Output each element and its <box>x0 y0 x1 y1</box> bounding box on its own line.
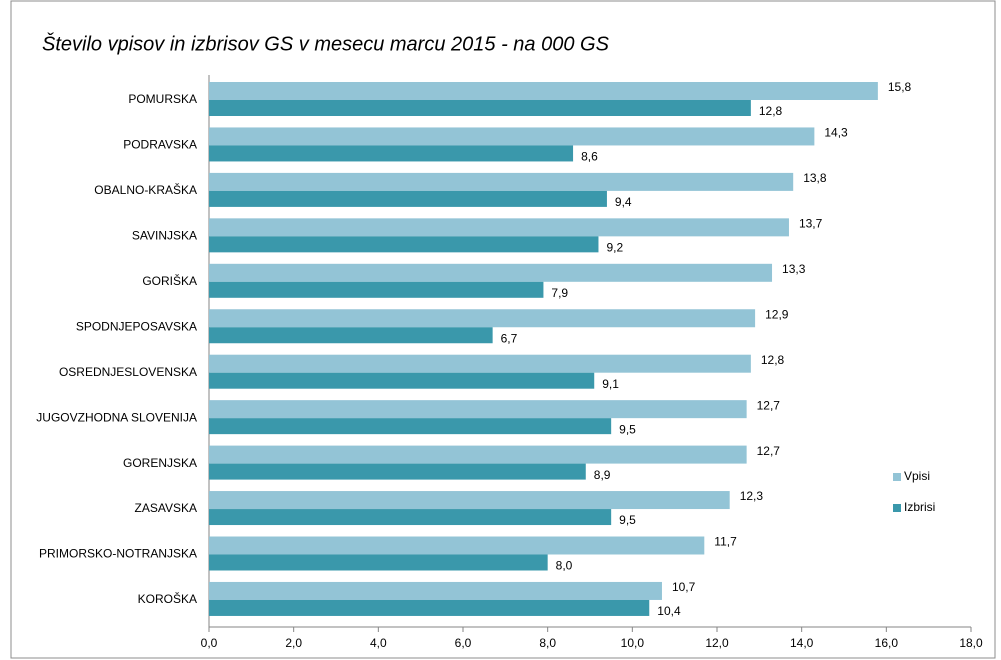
bar <box>209 491 730 510</box>
bar <box>209 145 574 162</box>
category-label: JUGOVZHODNA SLOVENIJA <box>36 410 197 424</box>
bar <box>209 327 493 344</box>
bar <box>209 554 548 571</box>
category-label: PRIMORSKO-NOTRANJSKA <box>39 547 197 561</box>
bar <box>209 354 751 373</box>
bar <box>209 190 607 207</box>
bar <box>209 599 650 616</box>
category-label: PODRAVSKA <box>123 138 197 152</box>
category-label: OBALNO-KRAŠKA <box>94 182 197 197</box>
chart-title: Število vpisov in izbrisov GS v mesecu m… <box>42 32 610 55</box>
bar <box>209 509 612 526</box>
data-label: 13,3 <box>782 262 806 276</box>
x-tick-label: 0,0 <box>201 636 218 650</box>
x-tick-label: 8,0 <box>539 636 556 650</box>
category-label: GORIŠKA <box>142 273 197 288</box>
x-tick-label: 16,0 <box>875 636 899 650</box>
data-label: 10,4 <box>657 604 681 618</box>
data-label: 6,7 <box>501 331 518 345</box>
data-label: 15,8 <box>888 80 912 94</box>
bar <box>209 536 705 555</box>
data-label: 7,9 <box>551 286 568 300</box>
category-label: GORENJSKA <box>123 456 197 470</box>
bar <box>209 281 544 298</box>
bar <box>209 82 878 100</box>
data-label: 12,7 <box>757 444 781 458</box>
legend-swatch <box>893 473 901 481</box>
x-tick-label: 2,0 <box>285 636 302 650</box>
bar <box>209 100 751 116</box>
x-tick-label: 12,0 <box>705 636 729 650</box>
data-label: 13,8 <box>803 171 827 185</box>
data-label: 12,9 <box>765 307 789 321</box>
data-label: 10,7 <box>672 580 696 594</box>
data-label: 8,9 <box>594 468 611 482</box>
x-tick-label: 10,0 <box>621 636 645 650</box>
data-label: 14,3 <box>824 126 848 140</box>
bar <box>209 127 815 146</box>
category-label: OSREDNJESLOVENSKA <box>59 365 197 379</box>
data-label: 9,2 <box>606 241 623 255</box>
bar <box>209 309 756 328</box>
bar <box>209 400 747 419</box>
data-label: 9,1 <box>602 377 619 391</box>
bar <box>209 445 747 464</box>
legend-swatch <box>893 504 901 512</box>
data-label: 8,0 <box>556 559 573 573</box>
bar <box>209 372 595 389</box>
bar <box>209 418 612 435</box>
bar <box>209 218 789 237</box>
category-label: ZASAVSKA <box>135 501 197 515</box>
data-label: 12,8 <box>761 353 785 367</box>
data-label: 9,4 <box>615 195 632 209</box>
x-tick-label: 6,0 <box>455 636 472 650</box>
bar <box>209 263 773 282</box>
category-label: KOROŠKA <box>138 591 197 606</box>
x-tick-label: 4,0 <box>370 636 387 650</box>
x-tick-label: 14,0 <box>790 636 814 650</box>
data-label: 12,8 <box>759 104 783 118</box>
data-label: 8,6 <box>581 150 598 164</box>
data-label: 11,7 <box>714 535 737 549</box>
data-label: 9,5 <box>619 513 636 527</box>
legend-label: Vpisi <box>904 469 930 483</box>
bar <box>209 463 586 480</box>
category-label: SPODNJEPOSAVSKA <box>76 319 197 333</box>
data-label: 13,7 <box>799 217 823 231</box>
data-label: 12,3 <box>740 489 764 503</box>
category-label: SAVINJSKA <box>132 229 197 243</box>
legend-label: Izbrisi <box>904 500 935 514</box>
data-label: 9,5 <box>619 422 636 436</box>
x-tick-label: 18,0 <box>959 636 983 650</box>
bar <box>209 236 599 253</box>
bar <box>209 581 662 600</box>
bar <box>209 172 794 191</box>
category-label: POMURSKA <box>128 92 197 106</box>
data-label: 12,7 <box>757 398 781 412</box>
